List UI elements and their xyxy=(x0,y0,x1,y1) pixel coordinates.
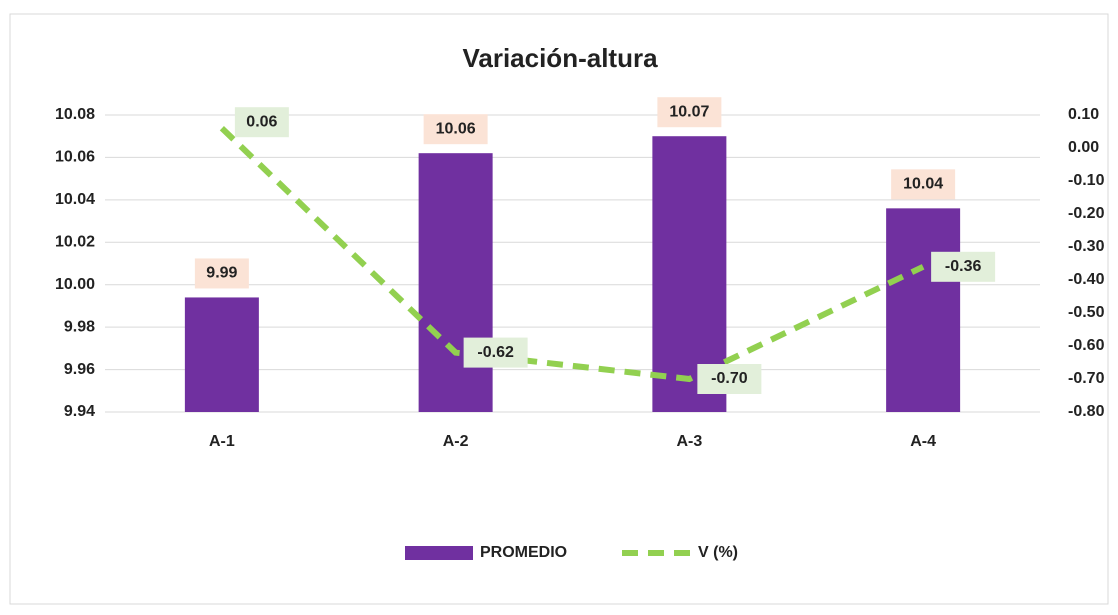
y2-tick-label: -0.20 xyxy=(1068,205,1105,222)
y2-tick-label: -0.70 xyxy=(1068,370,1105,387)
data-label: 10.04 xyxy=(903,176,943,193)
y-tick-label: 10.04 xyxy=(55,191,95,208)
y-tick-label: 9.94 xyxy=(64,403,95,420)
data-label: -0.36 xyxy=(945,258,982,275)
legend-label: PROMEDIO xyxy=(480,544,567,561)
y2-tick-label: -0.60 xyxy=(1068,337,1105,354)
bar xyxy=(184,297,259,412)
y-tick-label: 9.96 xyxy=(64,361,95,378)
y2-tick-label: 0.10 xyxy=(1068,106,1099,123)
data-label: 10.07 xyxy=(669,103,709,120)
y-tick-label: 10.00 xyxy=(55,276,95,293)
data-label-bg xyxy=(931,251,996,282)
y-tick-label: 10.02 xyxy=(55,234,95,251)
data-label-bg xyxy=(234,107,289,138)
y-tick-label: 9.98 xyxy=(64,318,95,335)
chart-title: Variación-altura xyxy=(462,43,658,73)
bar xyxy=(418,153,493,412)
x-tick-label: A-2 xyxy=(443,433,469,450)
data-label: -0.70 xyxy=(711,370,748,387)
x-tick-label: A-4 xyxy=(910,433,936,450)
legend-swatch xyxy=(405,546,473,560)
y2-tick-label: -0.40 xyxy=(1068,271,1105,288)
data-label-bg xyxy=(463,337,528,368)
x-tick-label: A-3 xyxy=(676,433,702,450)
x-tick-label: A-1 xyxy=(209,433,235,450)
data-label-bg xyxy=(697,364,762,394)
y-tick-label: 10.06 xyxy=(55,149,95,166)
data-label-bg xyxy=(423,114,488,145)
data-label-bg xyxy=(194,258,249,289)
data-label-bg xyxy=(657,97,722,128)
y2-tick-label: 0.00 xyxy=(1068,139,1099,156)
line xyxy=(219,126,925,383)
legend-label: V (%) xyxy=(698,544,738,561)
y-tick-label: 10.08 xyxy=(55,106,95,123)
y2-tick-label: -0.10 xyxy=(1068,172,1105,189)
data-label: 9.99 xyxy=(206,265,237,282)
data-label: -0.62 xyxy=(477,344,514,361)
y2-tick-label: -0.80 xyxy=(1068,403,1105,420)
y2-tick-label: -0.30 xyxy=(1068,238,1105,255)
y2-tick-label: -0.50 xyxy=(1068,304,1105,321)
data-label-bg xyxy=(891,169,956,200)
data-label: 0.06 xyxy=(246,113,277,130)
data-label: 10.06 xyxy=(436,120,476,137)
bar xyxy=(886,208,961,412)
